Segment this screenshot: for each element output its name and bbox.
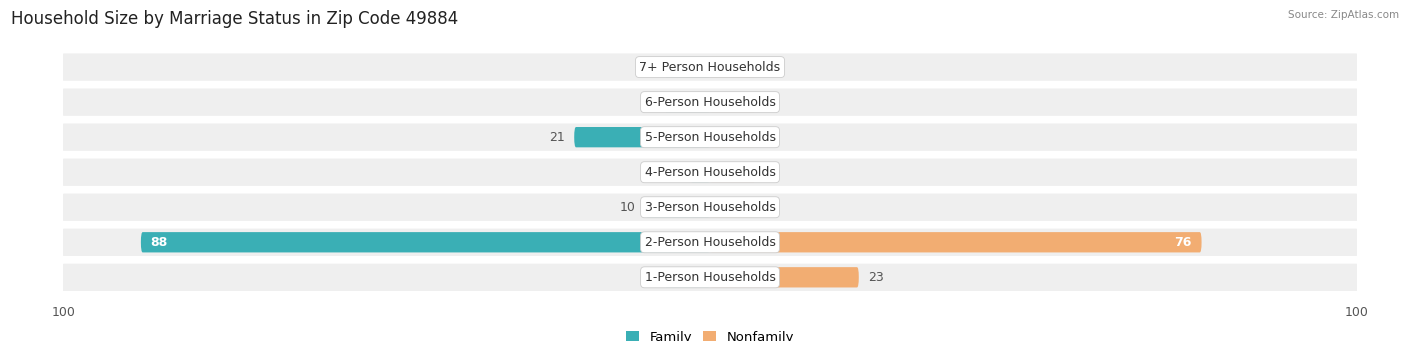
- Text: 2-Person Households: 2-Person Households: [644, 236, 776, 249]
- Text: 7+ Person Households: 7+ Person Households: [640, 61, 780, 74]
- FancyBboxPatch shape: [665, 57, 710, 77]
- FancyBboxPatch shape: [60, 192, 1360, 223]
- FancyBboxPatch shape: [141, 232, 710, 252]
- Text: 10: 10: [620, 201, 636, 214]
- FancyBboxPatch shape: [60, 262, 1360, 293]
- Text: 23: 23: [869, 271, 884, 284]
- FancyBboxPatch shape: [60, 227, 1360, 258]
- Legend: Family, Nonfamily: Family, Nonfamily: [620, 326, 800, 341]
- FancyBboxPatch shape: [710, 57, 755, 77]
- FancyBboxPatch shape: [710, 162, 755, 182]
- Text: 4-Person Households: 4-Person Households: [644, 166, 776, 179]
- Text: 0: 0: [765, 166, 773, 179]
- Text: 0: 0: [647, 95, 655, 109]
- Text: Household Size by Marriage Status in Zip Code 49884: Household Size by Marriage Status in Zip…: [11, 10, 458, 28]
- Text: 76: 76: [1174, 236, 1192, 249]
- Text: 0: 0: [647, 61, 655, 74]
- FancyBboxPatch shape: [710, 127, 755, 147]
- FancyBboxPatch shape: [710, 232, 1202, 252]
- Text: 3-Person Households: 3-Person Households: [644, 201, 776, 214]
- FancyBboxPatch shape: [710, 92, 755, 112]
- FancyBboxPatch shape: [60, 122, 1360, 152]
- FancyBboxPatch shape: [645, 197, 710, 218]
- Text: 88: 88: [150, 236, 167, 249]
- FancyBboxPatch shape: [690, 162, 710, 182]
- FancyBboxPatch shape: [60, 157, 1360, 188]
- FancyBboxPatch shape: [710, 197, 755, 218]
- FancyBboxPatch shape: [60, 52, 1360, 83]
- FancyBboxPatch shape: [60, 87, 1360, 118]
- Text: 0: 0: [647, 271, 655, 284]
- Text: 0: 0: [765, 95, 773, 109]
- Text: Source: ZipAtlas.com: Source: ZipAtlas.com: [1288, 10, 1399, 20]
- Text: 6-Person Households: 6-Person Households: [644, 95, 776, 109]
- Text: 0: 0: [765, 61, 773, 74]
- FancyBboxPatch shape: [665, 267, 710, 287]
- FancyBboxPatch shape: [574, 127, 710, 147]
- Text: 0: 0: [765, 201, 773, 214]
- Text: 3: 3: [673, 166, 681, 179]
- Text: 0: 0: [765, 131, 773, 144]
- Text: 1-Person Households: 1-Person Households: [644, 271, 776, 284]
- Text: 5-Person Households: 5-Person Households: [644, 131, 776, 144]
- FancyBboxPatch shape: [665, 92, 710, 112]
- Text: 21: 21: [548, 131, 565, 144]
- FancyBboxPatch shape: [710, 267, 859, 287]
